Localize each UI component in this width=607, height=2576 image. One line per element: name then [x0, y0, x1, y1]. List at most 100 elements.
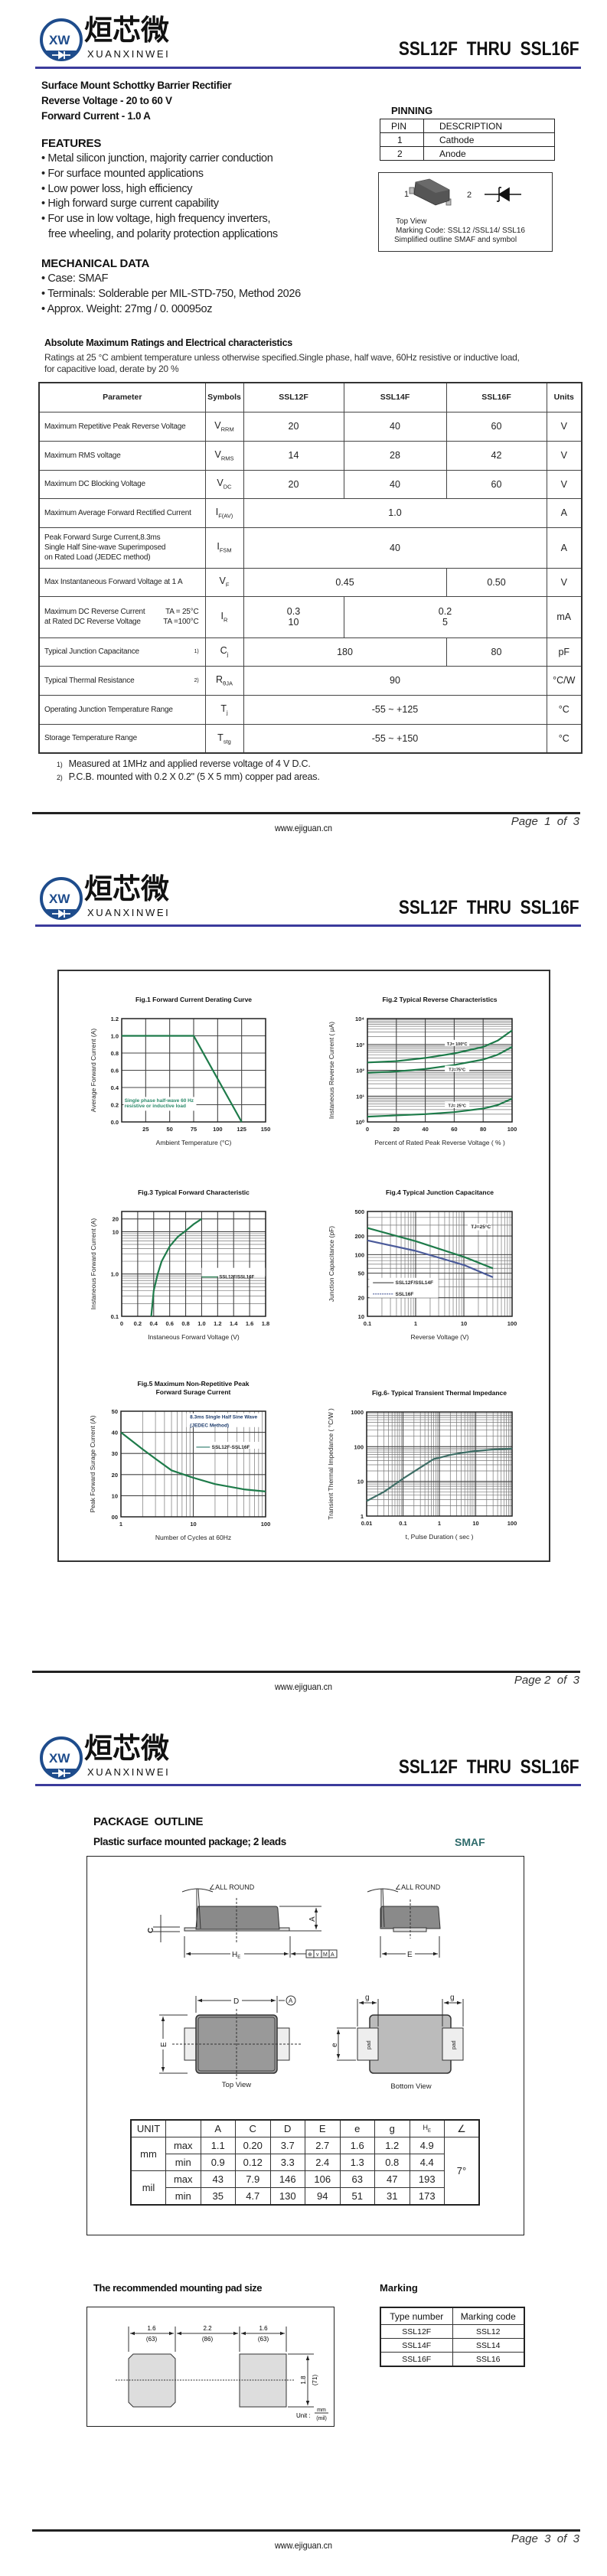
- dimension-value: 35: [200, 2187, 236, 2206]
- ratings-header-row: Parameter Symbols SSL12F SSL14F SSL16F Units: [38, 382, 583, 412]
- y-tick-label: 1000: [351, 1409, 364, 1416]
- column-header: [165, 2119, 201, 2137]
- website-link[interactable]: www.ejiguan.cn: [274, 823, 333, 833]
- brand-logo: XW 烜芯微 XUANXINWEI: [38, 872, 184, 921]
- marking-code: SSL12: [452, 2324, 525, 2339]
- dimensions-row: min 0.9 0.12 3.3 2.4 1.3 0.8 4.4: [131, 2154, 479, 2171]
- column-header: HE: [409, 2119, 445, 2137]
- value-cell: 40: [343, 411, 447, 442]
- value: 60: [491, 421, 502, 432]
- ratings-row: Max Instantaneous Forward Voltage at 1 A…: [38, 567, 583, 597]
- value: 28: [390, 450, 400, 461]
- ratings-row: Maximum DC Blocking Voltage VDC 20 40 60 V: [38, 469, 583, 499]
- dim-HE-main: H: [232, 1951, 237, 1959]
- dim-HE-label: HE: [232, 1951, 240, 1960]
- limit-cell: max: [165, 2170, 201, 2188]
- chart-title: Fig.2 Typical Reverse Characteristics: [382, 996, 497, 1003]
- parameter-text: on Rated Load (JEDEC method): [44, 553, 151, 562]
- symbol-subscript: j: [227, 651, 229, 658]
- end-view-drawing: [367, 1888, 441, 1958]
- ratings-row: Maximum DC Reverse Current TA = 25°C at Ra…: [38, 595, 583, 638]
- series-line-1: [120, 1431, 266, 1492]
- x-tick-label: 40: [422, 1126, 428, 1133]
- ratings-heading: Absolute Maximum Ratings and Electrical …: [44, 337, 292, 348]
- symbol: I: [215, 506, 219, 517]
- y-axis-label: Instaneous Reverse Current ( μA): [328, 1022, 335, 1119]
- symbol-subscript: stg: [223, 738, 231, 745]
- ratings-table-container: Parameter Symbols SSL12F SSL14F SSL16F Units M…: [38, 382, 583, 754]
- feature-item: • For surface mounted applications: [41, 168, 204, 180]
- x-tick-label: 150: [261, 1126, 271, 1133]
- x-tick-label: 1: [414, 1320, 417, 1327]
- parameter-text: Operating Junction Temperature Range: [44, 705, 173, 714]
- dimension-value: 47: [374, 2170, 410, 2188]
- pad-width-mm: 1.6: [259, 2325, 268, 2332]
- value: 42: [491, 450, 502, 461]
- dimension-value: 1.3: [339, 2154, 375, 2171]
- parameter-text: Maximum DC Reverse Current: [44, 608, 145, 616]
- mechanical-item: • Terminals: Solderable per MIL-STD-750,…: [41, 288, 301, 300]
- brand-logo: XW 烜芯微 XUANXINWEI: [38, 14, 184, 63]
- type-number: SSL16F: [380, 2352, 453, 2367]
- dim-D-label: D: [233, 1997, 239, 2006]
- figure-caption-marking: Marking Code: SSL12 /SSL14/ SSL16: [396, 227, 525, 235]
- marking-header-row: Type number Marking code: [380, 2307, 525, 2325]
- series-line-1: [366, 1447, 513, 1502]
- x-axis-label: Instaneous Forward Voltage (V): [148, 1333, 240, 1341]
- series-label: TJ= 100°C: [447, 1042, 468, 1047]
- y-tick-label: 0.4: [111, 1084, 119, 1091]
- symbol: I: [217, 541, 220, 553]
- value-cell: -55 ~ +150: [243, 723, 547, 754]
- parameter-cell: Typical Junction Capacitance 1): [38, 637, 206, 667]
- figure-caption-outline: Simplified outline SMAF and symbol: [394, 236, 517, 244]
- pin-1-label: 1: [404, 190, 409, 199]
- ratings-conditions-line-1: Ratings at 25 °C ambient temperature unl…: [44, 352, 520, 363]
- parameter-cell: Maximum RMS voltage: [38, 440, 206, 471]
- smaf-package-and-diode-symbol: 1 2 Top View Marking Code: SSL12 /SSL14/…: [394, 178, 525, 244]
- chart-fig6: 0.01 0.1 1 10 100 1 10 100 1000 Fig.6- Typical Tr…: [327, 1389, 517, 1541]
- parameter-text: Typical Junction Capacitance: [44, 647, 139, 656]
- symbol: V: [214, 448, 221, 460]
- website-link[interactable]: www.ejiguan.cn: [274, 1681, 333, 1692]
- y-tick-label: 1: [361, 1513, 364, 1520]
- dimension-value: 7.9: [235, 2170, 271, 2188]
- x-tick-label: 10: [190, 1521, 196, 1528]
- x-tick-label: 0.1: [399, 1520, 406, 1527]
- ratings-row: Storage Temperature Range Tstg -55 ~ +150 °…: [38, 723, 583, 754]
- feature-text: Metal silicon junction, majority carrier…: [47, 152, 273, 165]
- y-tick-label: 0.8: [111, 1050, 119, 1057]
- feature-text: Low power loss, high efficiency: [47, 183, 193, 195]
- unit-mil: (mil): [316, 2416, 327, 2421]
- dim-A-label: A: [308, 1916, 317, 1922]
- footnote: 2) P.C.B. mounted with 0.2 X 0.2" (5 X 5 …: [57, 771, 320, 782]
- series-line-3: [367, 1097, 513, 1118]
- chart-title: Fig.4 Typical Junction Capacitance: [386, 1189, 494, 1196]
- marking-row: SSL12F SSL12: [380, 2324, 525, 2339]
- pad-height-mil: (71): [312, 2375, 318, 2386]
- dim-g-label: g: [450, 1994, 455, 2002]
- pinning-heading: PINNING: [391, 105, 433, 116]
- value-cell: 20: [243, 411, 344, 442]
- parameter-text: Maximum DC Blocking Voltage: [44, 480, 145, 488]
- mechanical-data-heading: MECHANICAL DATA: [41, 257, 150, 270]
- feature-item: • Low power loss, high efficiency: [41, 183, 193, 195]
- symbol-subscript: j: [226, 709, 228, 716]
- value-cell: 42: [445, 440, 547, 471]
- test-condition: TA = 25°C: [165, 608, 199, 616]
- x-tick-label: 75: [191, 1126, 197, 1133]
- y-tick-label: 10: [112, 1492, 118, 1499]
- unit-cell: mil: [130, 2170, 166, 2206]
- x-tick-label: 20: [393, 1126, 400, 1133]
- ratings-row: Maximum RMS voltage VRMS 14 28 42 V: [38, 440, 583, 471]
- product-description: Surface Mount Schottky Barrier Rectifier: [41, 80, 232, 91]
- column-header: E: [305, 2119, 341, 2137]
- dimension-value: 2.4: [305, 2154, 341, 2171]
- logo-mark-icon: XW: [40, 18, 83, 61]
- logo-monogram: XW: [49, 892, 70, 906]
- symbol: T: [217, 732, 224, 743]
- website-link[interactable]: www.ejiguan.cn: [274, 2540, 333, 2551]
- dimension-value: 0.12: [235, 2154, 271, 2171]
- column-header: C: [235, 2119, 271, 2137]
- symbol-cell: Cj: [204, 637, 244, 667]
- x-tick-label: 50: [166, 1126, 172, 1133]
